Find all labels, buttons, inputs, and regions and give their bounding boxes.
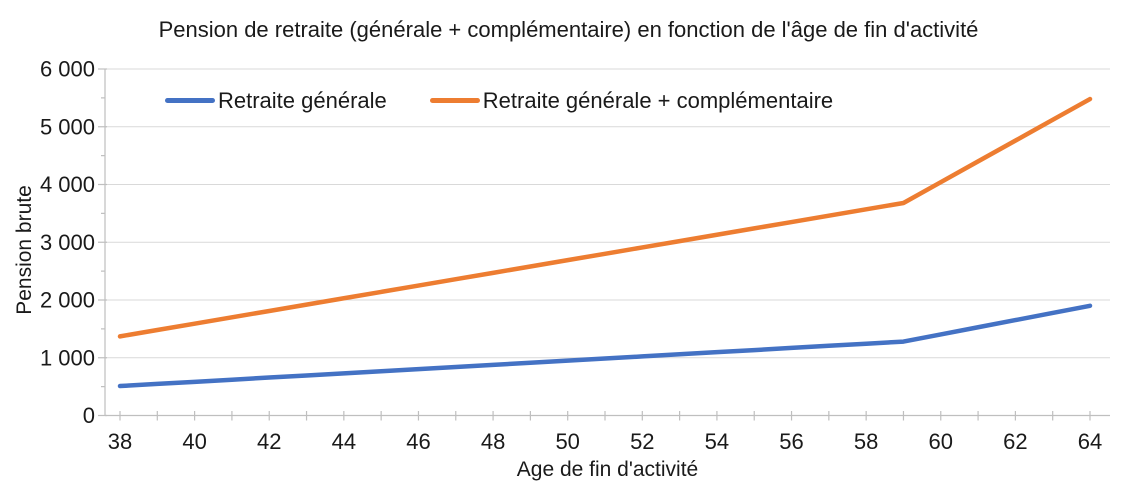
x-tick-label: 60 bbox=[929, 429, 953, 454]
x-tick-label: 42 bbox=[257, 429, 281, 454]
legend: Retraite générale Retraite générale + co… bbox=[165, 88, 833, 113]
x-tick-label: 38 bbox=[108, 429, 132, 454]
x-tick-label: 52 bbox=[630, 429, 654, 454]
legend-swatch-retraite-generale bbox=[165, 98, 215, 103]
x-tick-label: 62 bbox=[1003, 429, 1027, 454]
legend-item-retraite-complementaire: Retraite générale + complémentaire bbox=[429, 88, 834, 113]
y-tick-label: 6 000 bbox=[40, 57, 95, 82]
legend-label-retraite-complementaire: Retraite générale + complémentaire bbox=[482, 88, 834, 113]
x-tick-label: 40 bbox=[182, 429, 206, 454]
legend-item-retraite-generale: Retraite générale bbox=[165, 88, 387, 113]
x-tick-label: 48 bbox=[481, 429, 505, 454]
x-tick-label: 44 bbox=[332, 429, 356, 454]
y-axis-title: Pension brute bbox=[13, 185, 36, 315]
y-tick-label: 1 000 bbox=[40, 345, 95, 370]
chart-title: Pension de retraite (générale + compléme… bbox=[158, 17, 979, 42]
x-tick-label: 46 bbox=[406, 429, 430, 454]
y-tick-label: 4 000 bbox=[40, 172, 95, 197]
x-tick-label: 58 bbox=[854, 429, 878, 454]
y-tick-label: 2 000 bbox=[40, 288, 95, 313]
x-tick-label: 50 bbox=[555, 429, 579, 454]
x-tick-label: 54 bbox=[705, 429, 729, 454]
legend-label-retraite-generale: Retraite générale bbox=[218, 88, 387, 113]
legend-swatch-retraite-complementaire bbox=[429, 98, 480, 103]
y-tick-label: 5 000 bbox=[40, 114, 95, 139]
y-tick-label: 0 bbox=[83, 403, 95, 428]
y-tick-label: 3 000 bbox=[40, 230, 95, 255]
x-tick-label: 64 bbox=[1078, 429, 1102, 454]
x-tick-label: 56 bbox=[779, 429, 803, 454]
series-line-retraite-generale bbox=[117, 303, 1093, 389]
x-axis-title: Age de fin d'activité bbox=[516, 458, 699, 481]
series-line-retraite-complementaire bbox=[117, 96, 1093, 339]
